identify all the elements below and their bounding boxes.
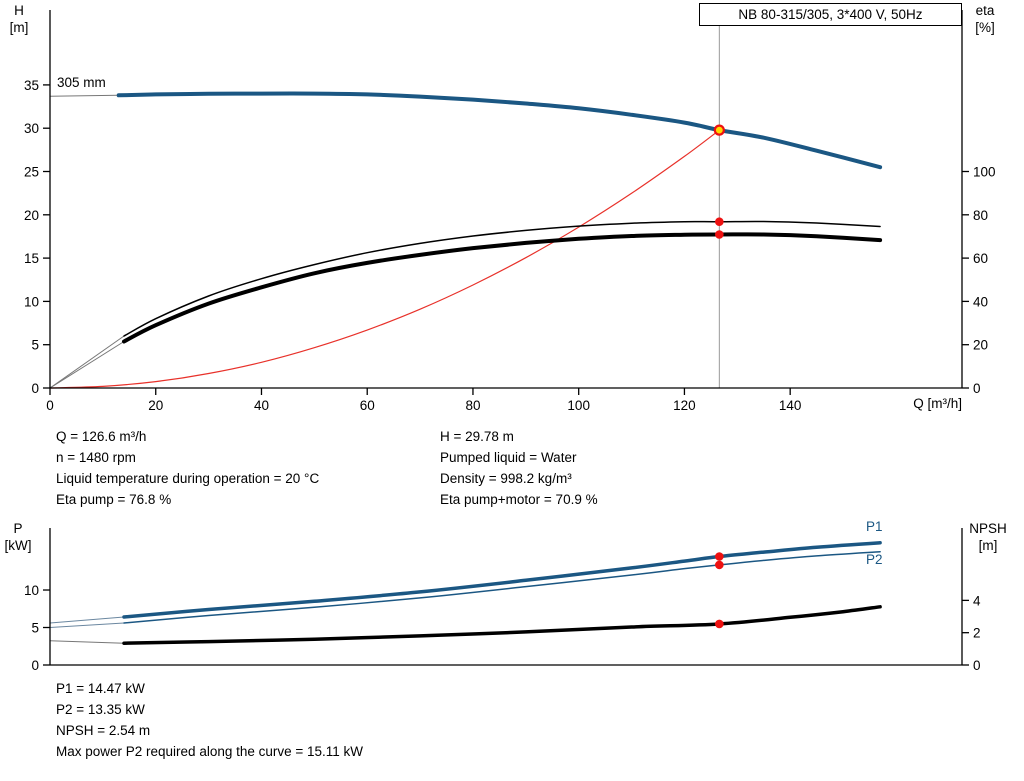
system-curve	[49, 129, 720, 389]
duty-info-left: Q = 126.6 m³/h n = 1480 rpm Liquid tempe…	[56, 426, 319, 510]
head-curve-lead-in	[49, 94, 119, 97]
operating-point-marker	[713, 124, 725, 136]
left-tick-label: 25	[24, 165, 39, 180]
left-tick-label: 0	[31, 658, 39, 673]
left-tick-label: 5	[31, 338, 39, 353]
impeller-diameter-label: 305 mm	[57, 75, 106, 90]
h-axis-title: H [m]	[0, 2, 38, 36]
npsh-axis-title: NPSH [m]	[960, 520, 1016, 554]
info-pumped-liquid: Pumped liquid = Water	[440, 450, 577, 465]
x-tick-label: 100	[567, 398, 590, 413]
x-tick-label: 40	[254, 398, 269, 413]
power-info: P1 = 14.47 kW P2 = 13.35 kW NPSH = 2.54 …	[56, 678, 363, 762]
info-max-power: Max power P2 required along the curve = …	[56, 744, 364, 759]
p-axis-title: P [kW]	[0, 520, 36, 554]
info-liquid-temperature: Liquid temperature during operation = 20…	[56, 471, 320, 486]
p1-curve-lead-in	[49, 616, 125, 624]
q-axis-title: Q [m³/h]	[913, 396, 962, 411]
p2-curve	[123, 550, 881, 624]
x-tick-label: 80	[465, 398, 480, 413]
left-tick-label: 35	[24, 78, 39, 93]
x-tick-label: 140	[779, 398, 802, 413]
left-tick-label: 5	[31, 621, 39, 636]
x-tick-label: 20	[148, 398, 163, 413]
right-tick-label: 4	[973, 593, 981, 608]
x-tick-label: 120	[673, 398, 696, 413]
p1-curve-label: P1	[866, 519, 883, 534]
pump-type-box: NB 80-315/305, 3*400 V, 50Hz	[699, 3, 962, 26]
npsh-curve	[122, 605, 882, 645]
info-eta-pump-motor: Eta pump+motor = 70.9 %	[440, 492, 598, 507]
right-tick-label: 60	[973, 251, 988, 266]
p2-curve-lead-in	[49, 622, 125, 628]
info-eta-pump: Eta pump = 76.8 %	[56, 492, 172, 507]
duty-point-marker	[715, 560, 724, 570]
right-tick-label: 2	[973, 626, 981, 641]
p-axis-title-unit: [kW]	[4, 538, 32, 553]
info-density: Density = 998.2 kg/m³	[440, 471, 572, 486]
p1-curve	[122, 541, 882, 619]
right-tick-label: 40	[973, 294, 988, 309]
left-tick-label: 15	[24, 251, 39, 266]
info-p1: P1 = 14.47 kW	[56, 681, 145, 696]
left-tick-label: 10	[24, 583, 39, 598]
p-axis-title-symbol: P	[13, 521, 23, 536]
h-axis-title-symbol: H	[14, 3, 24, 18]
npsh-axis-title-unit: [m]	[978, 538, 998, 553]
eta-pump-curve-lead-in	[49, 335, 125, 389]
eta-axis-title: eta [%]	[962, 2, 1008, 36]
left-tick-label: 0	[31, 381, 39, 396]
pump-type-label: NB 80-315/305, 3*400 V, 50Hz	[738, 7, 923, 22]
duty-point-marker	[715, 552, 724, 561]
left-tick-label: 10	[24, 294, 39, 309]
eta-axis-title-symbol: eta	[975, 3, 995, 18]
duty-point-marker	[715, 217, 724, 227]
p2-curve-label: P2	[866, 552, 883, 567]
left-tick-label: 30	[24, 121, 39, 136]
duty-point-marker	[715, 230, 724, 239]
x-tick-label: 0	[46, 398, 54, 413]
right-tick-label: 20	[973, 338, 988, 353]
right-tick-label: 0	[973, 381, 981, 396]
left-tick-label: 20	[24, 208, 39, 223]
info-p2: P2 = 13.35 kW	[56, 702, 145, 717]
right-tick-label: 80	[973, 208, 988, 223]
eta-pump-motor-curve-lead-in	[49, 341, 125, 389]
info-head: H = 29.78 m	[440, 429, 514, 444]
eta-pump-motor-curve	[122, 232, 883, 344]
info-speed: n = 1480 rpm	[56, 450, 136, 465]
h-axis-title-unit: [m]	[9, 20, 29, 35]
info-npsh: NPSH = 2.54 m	[56, 723, 151, 738]
head-curve	[116, 91, 883, 170]
eta-axis-title-unit: [%]	[975, 20, 995, 35]
npsh-curve-lead-in	[49, 640, 125, 644]
info-flow: Q = 126.6 m³/h	[56, 429, 147, 444]
right-tick-label: 0	[973, 658, 981, 673]
npsh-axis-title-symbol: NPSH	[969, 521, 1007, 536]
right-tick-label: 100	[973, 165, 996, 180]
duty-point-marker	[715, 619, 724, 629]
duty-info-right: H = 29.78 m Pumped liquid = Water Densit…	[440, 426, 598, 510]
eta-pump-curve	[123, 220, 881, 337]
x-tick-label: 60	[360, 398, 375, 413]
